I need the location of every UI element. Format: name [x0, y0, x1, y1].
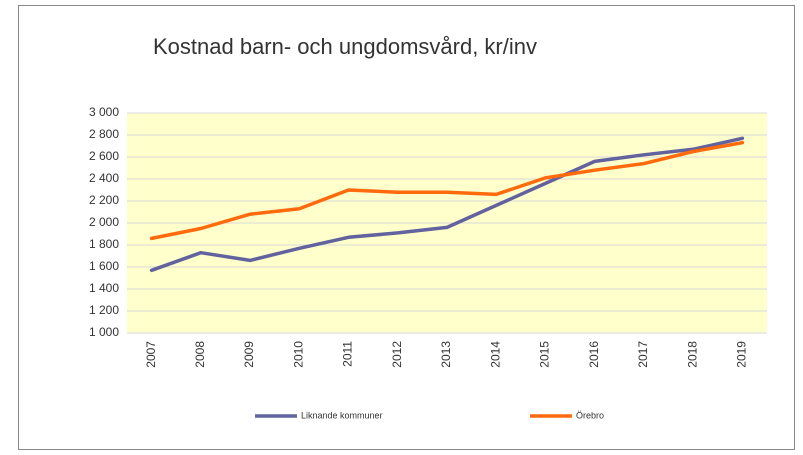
x-tick-label: 2015 — [538, 341, 552, 368]
x-tick-label: 2016 — [587, 341, 601, 368]
x-tick-label: 2017 — [636, 341, 650, 368]
y-tick-label: 2 000 — [89, 215, 119, 229]
y-tick-label: 2 200 — [89, 193, 119, 207]
y-tick-label: 1 600 — [89, 259, 119, 273]
x-tick-label: 2012 — [390, 341, 404, 368]
legend-label: Liknande kommuner — [301, 410, 383, 420]
legend-label: Örebro — [576, 410, 604, 420]
x-tick-label: 2009 — [242, 341, 256, 368]
y-tick-label: 2 600 — [89, 149, 119, 163]
x-tick-label: 2019 — [735, 341, 749, 368]
x-tick-label: 2018 — [685, 341, 699, 368]
x-tick-label: 2010 — [291, 341, 305, 368]
x-tick-label: 2014 — [488, 341, 502, 368]
y-tick-label: 1 400 — [89, 281, 119, 295]
x-tick-label: 2007 — [144, 341, 158, 368]
y-tick-label: 1 200 — [89, 303, 119, 317]
line-series — [149, 140, 745, 241]
y-tick-label: 1 000 — [89, 325, 119, 339]
line-series — [149, 136, 745, 273]
y-tick-label: 1 800 — [89, 237, 119, 251]
y-tick-label: 2 800 — [89, 127, 119, 141]
x-tick-label: 2011 — [341, 341, 355, 367]
y-tick-label: 3 000 — [89, 105, 119, 119]
x-tick-label: 2013 — [439, 341, 453, 368]
x-tick-label: 2008 — [193, 341, 207, 368]
y-tick-label: 2 400 — [89, 171, 119, 185]
chart-title: Kostnad barn- och ungdomsvård, kr/inv — [153, 34, 537, 59]
